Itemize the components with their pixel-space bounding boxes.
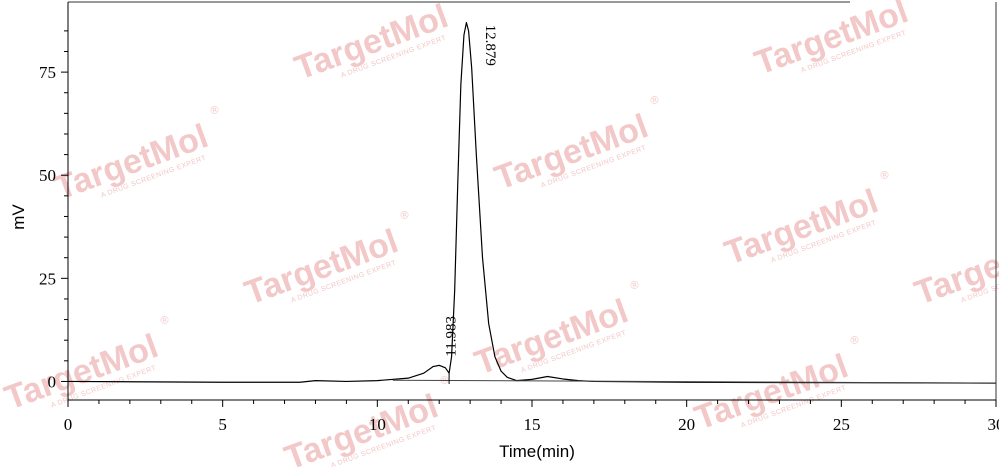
- y-tick-label: 0: [48, 372, 57, 391]
- x-axis-title: Time(min): [499, 442, 575, 461]
- watermark-logo: TargetMol®A DRUG SCREENING EXPERT: [720, 168, 891, 272]
- y-tick-label: 25: [39, 269, 56, 288]
- watermark-registered: ®: [649, 93, 661, 107]
- axes: 0 5 10 15 20 25 30 0 25 50 75: [39, 2, 999, 434]
- y-tick-label: 50: [39, 166, 56, 185]
- watermark-registered: ®: [629, 278, 641, 292]
- watermark-logo: TargetMol®A DRUG SCREENING EXPERT: [50, 103, 221, 207]
- plot-area: 11.983 12.879: [67, 22, 997, 384]
- chromatogram-trace: [67, 22, 997, 384]
- watermark-logo: TargetMol®A DRUG SCREENING EXPERT: [750, 0, 913, 83]
- watermark-logo: TargetMol®A DRUG SCREENING EXPERT: [910, 222, 999, 312]
- watermark-registered: ®: [159, 313, 171, 327]
- integration-baseline: [392, 379, 997, 384]
- watermark-registered: ®: [209, 103, 221, 117]
- watermark-logo: TargetMol®A DRUG SCREENING EXPERT: [240, 208, 411, 312]
- peak-label: 12.879: [482, 25, 498, 66]
- watermark-registered: ®: [879, 168, 891, 182]
- peak-label: 11.983: [443, 316, 459, 357]
- watermark-registered: ®: [399, 208, 411, 222]
- x-tick-label: 10: [369, 415, 386, 434]
- x-tick-label: 0: [64, 415, 73, 434]
- watermark-logo: TargetMol®A DRUG SCREENING EXPERT: [490, 93, 661, 197]
- x-tick-label: 25: [833, 415, 850, 434]
- x-tick-label: 30: [988, 415, 999, 434]
- y-axis-title: mV: [9, 204, 28, 230]
- watermark-brand: TargetMol: [910, 222, 999, 312]
- watermark-registered: ®: [849, 333, 861, 347]
- watermark-logo: TargetMol®A DRUG SCREENING EXPERT: [290, 0, 453, 88]
- watermark-logo: TargetMol®A DRUG SCREENING EXPERT: [470, 278, 641, 382]
- watermark-logo: TargetMol®A DRUG SCREENING EXPERT: [0, 313, 171, 417]
- x-tick-label: 5: [218, 415, 227, 434]
- y-tick-label: 75: [39, 63, 56, 82]
- x-tick-label: 20: [678, 415, 695, 434]
- x-tick-label: 15: [524, 415, 541, 434]
